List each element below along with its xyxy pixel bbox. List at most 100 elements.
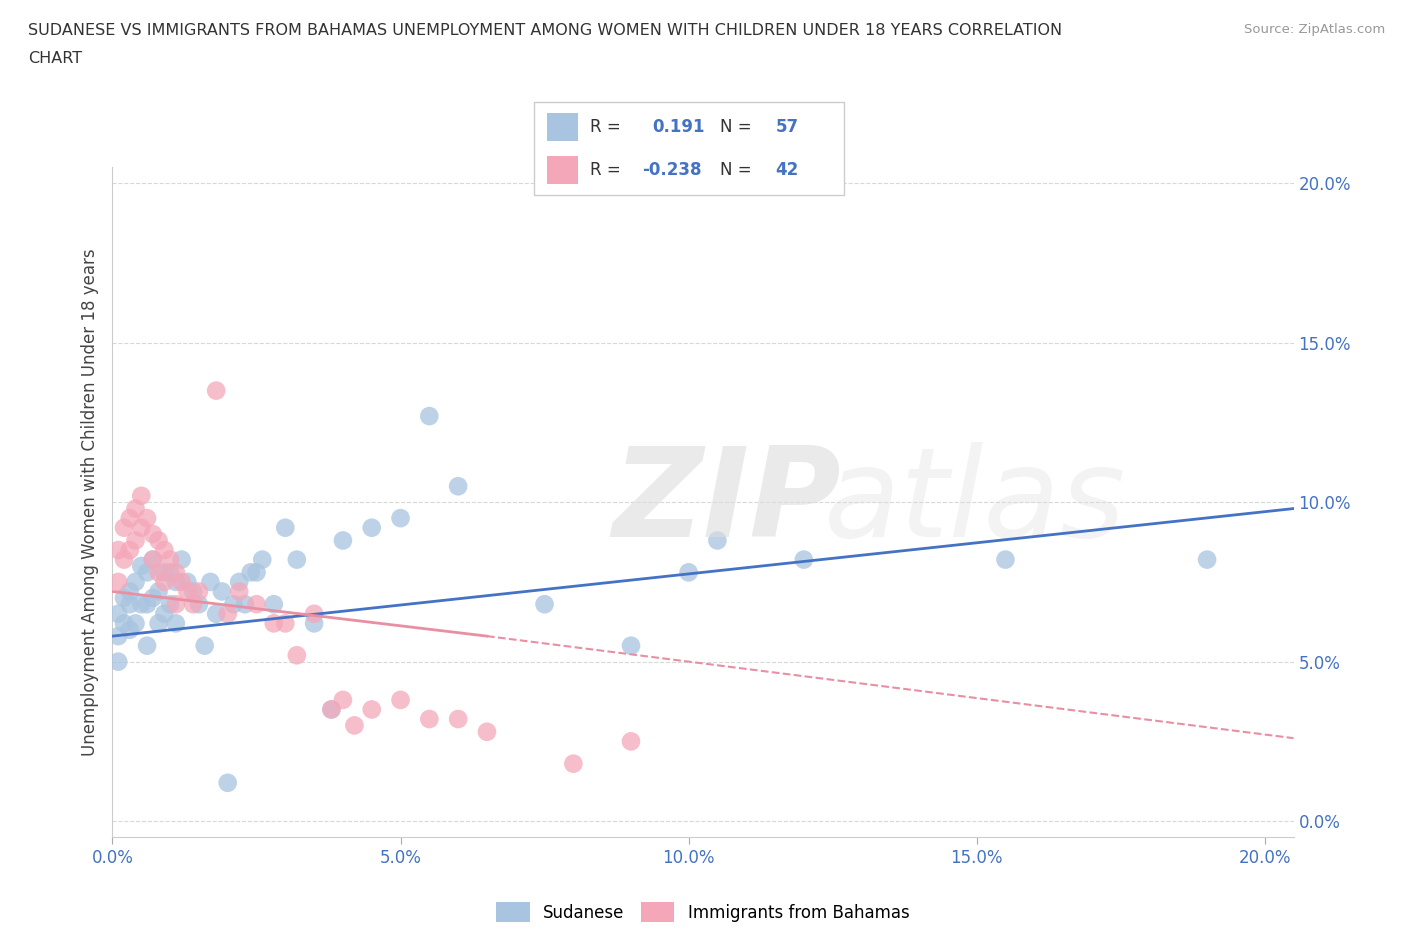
Point (107, 606, 129, 621)
Point (165, 565, 187, 579)
Point (129, 520, 152, 535)
Text: atlas: atlas (824, 442, 1126, 563)
Point (112, 616, 135, 631)
Point (994, 552, 1017, 567)
Point (118, 584, 141, 599)
Point (181, 584, 204, 599)
Point (148, 565, 170, 579)
Point (187, 584, 209, 599)
Text: N =: N = (720, 118, 756, 137)
Point (245, 597, 267, 612)
Point (153, 575, 176, 590)
Point (142, 552, 165, 567)
Y-axis label: Unemployment Among Women with Children Under 18 years: Unemployment Among Women with Children U… (80, 248, 98, 756)
Point (165, 597, 187, 612)
Point (706, 533, 728, 548)
Point (205, 383, 228, 398)
Point (118, 622, 141, 637)
Point (620, 638, 643, 653)
Point (332, 693, 354, 708)
Point (124, 616, 146, 631)
Point (159, 552, 181, 567)
Point (159, 565, 181, 579)
Point (107, 575, 129, 590)
Point (148, 584, 170, 599)
Point (176, 575, 198, 590)
Point (200, 575, 222, 590)
Point (129, 559, 152, 574)
Point (194, 638, 217, 653)
Point (153, 606, 176, 621)
Point (153, 565, 176, 579)
Point (165, 575, 187, 590)
Text: SUDANESE VS IMMIGRANTS FROM BAHAMAS UNEMPLOYMENT AMONG WOMEN WITH CHILDREN UNDER: SUDANESE VS IMMIGRANTS FROM BAHAMAS UNEM… (28, 23, 1063, 38)
Point (211, 584, 233, 599)
Point (620, 734, 643, 749)
Point (1197, 552, 1219, 567)
Text: ZIP: ZIP (612, 442, 841, 563)
Point (263, 616, 285, 631)
Point (321, 702, 343, 717)
Point (170, 552, 193, 567)
Point (118, 542, 141, 557)
Bar (547, 156, 578, 184)
Text: 57: 57 (776, 118, 799, 137)
Point (142, 552, 165, 567)
Point (112, 520, 135, 535)
Text: 42: 42 (776, 161, 799, 179)
Point (148, 533, 170, 548)
Text: R =: R = (591, 161, 626, 179)
Point (418, 711, 440, 726)
Point (678, 565, 700, 579)
Point (153, 542, 176, 557)
Point (159, 597, 181, 612)
Point (129, 488, 152, 503)
Point (274, 616, 297, 631)
Point (332, 533, 354, 548)
Point (107, 654, 129, 669)
Point (228, 584, 250, 599)
Point (124, 501, 146, 516)
Text: Source: ZipAtlas.com: Source: ZipAtlas.com (1244, 23, 1385, 36)
Point (389, 511, 412, 525)
Point (274, 520, 297, 535)
Point (343, 718, 366, 733)
Point (285, 552, 308, 567)
Bar (547, 113, 578, 141)
Point (245, 565, 267, 579)
Point (321, 702, 343, 717)
Text: CHART: CHART (28, 51, 82, 66)
Point (217, 776, 239, 790)
Point (205, 606, 228, 621)
Point (302, 606, 325, 621)
Point (447, 711, 470, 726)
Legend: Sudanese, Immigrants from Bahamas: Sudanese, Immigrants from Bahamas (496, 902, 910, 923)
Point (129, 597, 152, 612)
Point (239, 565, 262, 579)
Point (165, 616, 187, 631)
Point (228, 575, 250, 590)
Point (447, 479, 470, 494)
Point (252, 552, 274, 567)
Point (148, 616, 170, 631)
Point (142, 526, 165, 541)
Point (418, 408, 440, 423)
Point (475, 724, 498, 739)
Point (360, 520, 382, 535)
Point (793, 552, 815, 567)
Point (136, 597, 159, 612)
Point (176, 584, 198, 599)
Point (533, 597, 555, 612)
Point (562, 756, 585, 771)
Point (112, 552, 135, 567)
Point (136, 511, 159, 525)
Text: N =: N = (720, 161, 756, 179)
Point (285, 648, 308, 663)
Point (136, 638, 159, 653)
Point (170, 575, 193, 590)
Point (107, 542, 129, 557)
Point (360, 702, 382, 717)
FancyBboxPatch shape (534, 102, 844, 195)
Point (112, 591, 135, 605)
Text: -0.238: -0.238 (643, 161, 702, 179)
